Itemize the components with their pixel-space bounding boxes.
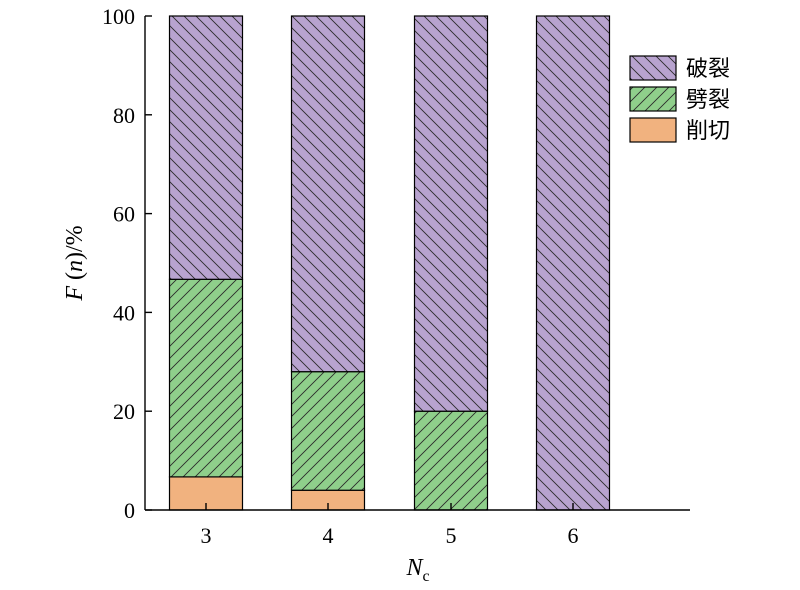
y-tick-label-0: 0	[124, 498, 135, 523]
bar-5-series-1-hatch	[414, 411, 488, 510]
axes-group: 0 20 40 60 80 100 3 4 5 6 F (n)/% Nc	[62, 4, 690, 585]
legend-swatch-2	[630, 118, 676, 142]
y-tick-label-100: 100	[102, 4, 135, 29]
bar-3-series-2-outline	[168, 15, 244, 280]
bar-4-series-2-hatch	[291, 16, 365, 372]
y-axis-title-var: n	[62, 260, 88, 272]
y-axis-title-paren: (	[62, 272, 88, 286]
bar-4-series-2-outline	[290, 15, 366, 373]
x-tick-label-5: 5	[446, 523, 457, 548]
x-tick-label-6: 6	[568, 523, 579, 548]
y-axis-title-unit: )/%	[62, 225, 88, 260]
bar-3-series-1-hatch	[169, 279, 243, 477]
x-axis-title-main: N	[405, 555, 424, 581]
y-axis-title-symbol: F	[62, 286, 88, 302]
legend-swatch-hatch-1	[630, 87, 676, 111]
bar-4-series-1-hatch	[291, 371, 365, 491]
bar-3-series-2-hatch	[169, 16, 243, 280]
legend-swatch-outline-1	[629, 86, 677, 112]
bar-5-series-2-hatch	[414, 16, 488, 412]
x-tick-label-3: 3	[201, 523, 212, 548]
y-tick-label-60: 60	[113, 202, 135, 227]
legend-swatch-hatch-0	[630, 56, 676, 80]
x-axis-title-sub: c	[422, 568, 429, 585]
bar-5-series-2-outline	[413, 15, 489, 412]
legend-label-2: 削切	[686, 119, 730, 144]
legend-label-0: 破裂	[686, 57, 730, 82]
y-tick-label-20: 20	[113, 399, 135, 424]
y-tick-label-40: 40	[113, 300, 135, 325]
x-axis-title: Nc	[405, 555, 429, 585]
bar-4-series-0	[291, 490, 365, 510]
x-tick-label-4: 4	[323, 523, 334, 548]
y-tick-label-80: 80	[113, 103, 135, 128]
legend-swatch-outline-0	[629, 55, 677, 81]
bars-group	[168, 15, 611, 511]
y-axis-title: F (n)/%	[62, 225, 88, 301]
legend-label-1: 劈裂	[686, 88, 730, 113]
legend-swatch-outline-2	[629, 117, 677, 143]
bar-6-series-2-hatch	[536, 16, 610, 510]
